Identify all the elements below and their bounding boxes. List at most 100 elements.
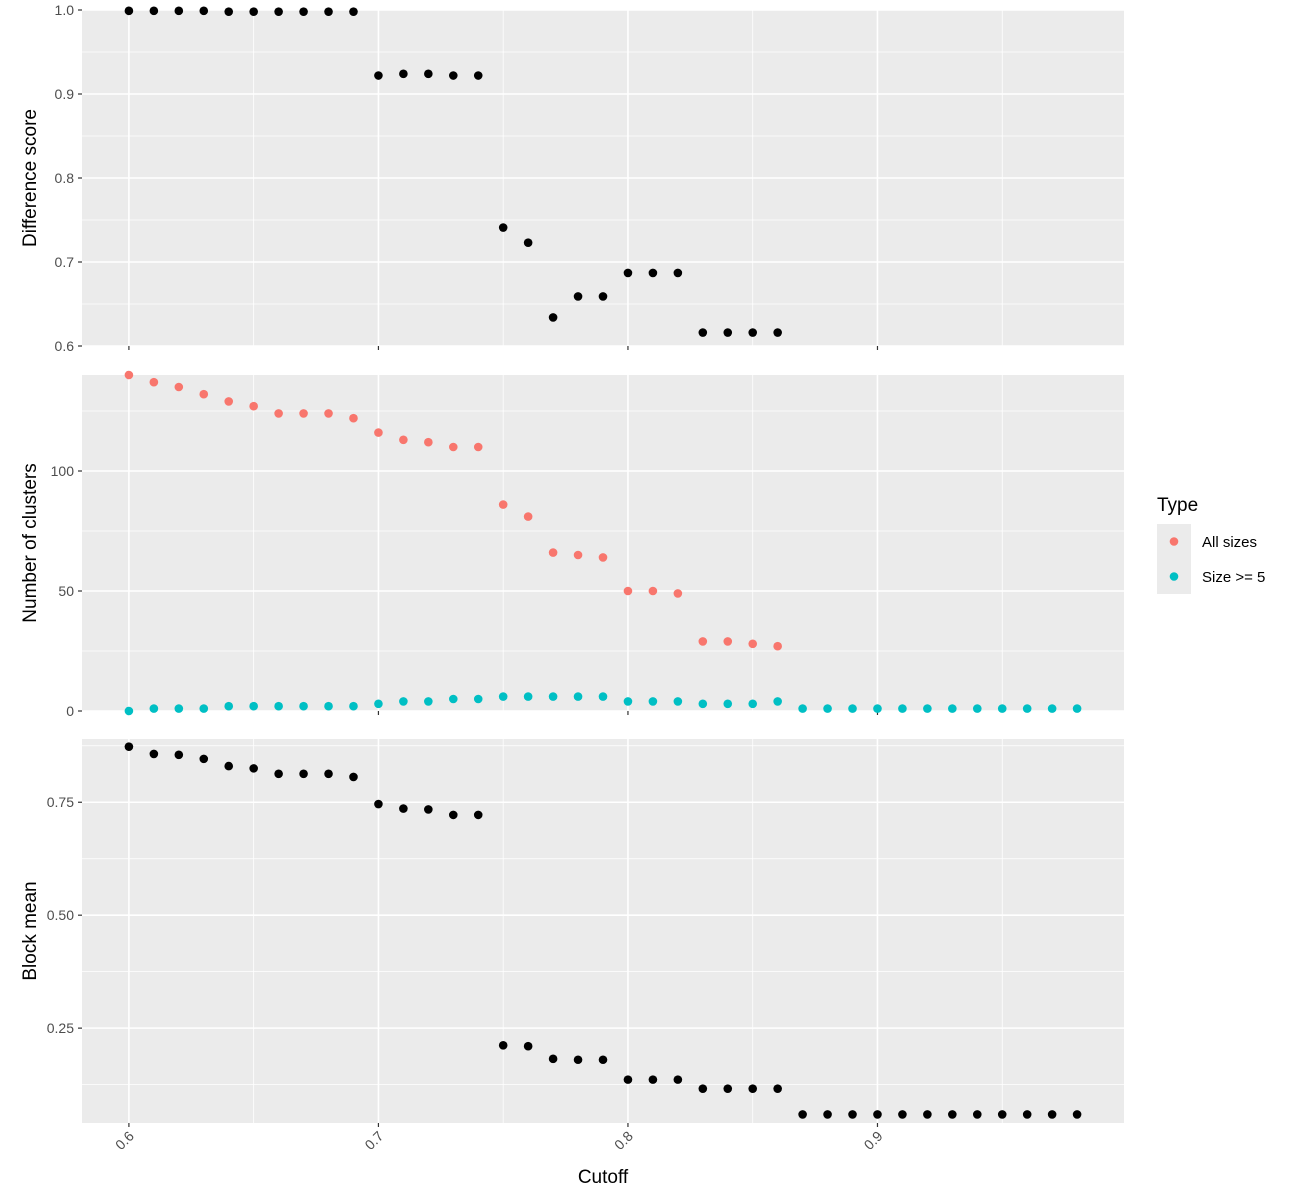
- data-point: [249, 7, 258, 16]
- data-point: [748, 328, 758, 337]
- data-point: [399, 804, 408, 813]
- data-point: [224, 397, 234, 406]
- data-point: [798, 704, 807, 713]
- x-axis-title: Cutoff: [578, 1167, 629, 1188]
- panel-1: 0.6 0.7 0.8 0.9 1.0 Difference score: [20, 2, 1124, 354]
- data-point: [473, 810, 483, 820]
- data-point: [673, 589, 683, 598]
- data-point: [124, 6, 134, 16]
- data-point: [598, 292, 608, 301]
- data-point: [149, 704, 159, 713]
- data-point: [174, 750, 184, 760]
- data-point: [648, 268, 658, 278]
- y-tick-label: 0.50: [47, 907, 74, 923]
- data-point: [349, 772, 358, 782]
- data-point: [673, 697, 683, 706]
- data-point: [948, 1110, 957, 1119]
- data-point: [748, 1084, 758, 1093]
- data-point: [997, 1110, 1007, 1119]
- data-point: [448, 810, 458, 820]
- data-point: [473, 694, 483, 704]
- data-point: [698, 1084, 708, 1093]
- legend-key: [1169, 572, 1179, 581]
- data-point: [548, 1054, 558, 1064]
- data-point: [698, 699, 708, 709]
- data-point: [823, 1110, 832, 1119]
- data-point: [648, 697, 658, 706]
- legend: Type All sizes Size >= 5: [1157, 495, 1265, 594]
- data-point: [548, 548, 558, 557]
- data-point: [723, 637, 733, 646]
- data-point: [748, 699, 758, 709]
- data-point: [149, 749, 159, 759]
- data-point: [399, 69, 408, 79]
- legend-label: All sizes: [1202, 534, 1257, 551]
- data-point: [723, 328, 733, 337]
- data-point: [424, 805, 433, 814]
- data-point: [698, 637, 708, 646]
- x-tick-label: 0.9: [861, 1128, 886, 1153]
- y-tick-label: 1.0: [55, 2, 75, 18]
- data-point: [424, 437, 433, 447]
- data-point: [274, 409, 283, 418]
- data-point: [573, 692, 583, 701]
- x-tick-label: 0.6: [112, 1128, 137, 1153]
- data-point: [723, 699, 733, 709]
- data-point: [374, 699, 383, 709]
- y-tick-label: 0.9: [55, 86, 75, 102]
- data-point: [873, 1110, 882, 1119]
- data-point: [324, 409, 333, 418]
- data-point: [249, 401, 258, 411]
- y-tick-label: 0.6: [55, 338, 75, 354]
- data-point: [773, 697, 782, 706]
- data-point: [448, 71, 458, 80]
- panel-2: 0 50 100 Number of clusters: [20, 370, 1124, 719]
- data-point: [848, 1110, 857, 1119]
- data-point: [848, 704, 857, 713]
- panel-background: [82, 739, 1124, 1123]
- series-1: [124, 742, 1082, 1119]
- data-point: [623, 268, 633, 278]
- data-point: [174, 382, 184, 392]
- data-point: [274, 7, 283, 16]
- series-size-5: [124, 692, 1082, 716]
- y-tick-label: 0: [66, 703, 74, 719]
- data-point: [274, 769, 283, 779]
- data-point: [898, 1110, 907, 1119]
- data-point: [498, 500, 508, 509]
- data-point: [374, 71, 383, 80]
- data-point: [948, 704, 957, 713]
- data-point: [199, 6, 209, 16]
- data-point: [249, 764, 258, 773]
- data-point: [498, 692, 508, 701]
- data-point: [498, 1040, 508, 1050]
- legend-key: [1169, 537, 1179, 546]
- data-point: [349, 413, 358, 423]
- series-1: [124, 6, 782, 337]
- data-point: [124, 742, 134, 751]
- data-point: [174, 704, 184, 713]
- data-point: [224, 701, 234, 711]
- data-point: [923, 1110, 932, 1119]
- data-point: [199, 704, 209, 713]
- panel-3: 0.25 0.50 0.75 Block mean: [20, 739, 1124, 1127]
- data-point: [673, 1075, 683, 1084]
- data-point: [1047, 1110, 1057, 1119]
- legend-label: Size >= 5: [1202, 569, 1265, 586]
- data-point: [972, 1110, 982, 1119]
- data-point: [873, 704, 882, 713]
- data-point: [324, 769, 333, 779]
- data-point: [174, 6, 184, 16]
- data-point: [349, 7, 358, 16]
- data-point: [773, 641, 782, 651]
- data-point: [648, 586, 658, 596]
- data-point: [798, 1110, 807, 1119]
- data-point: [548, 313, 558, 322]
- data-point: [149, 6, 159, 16]
- data-point: [324, 7, 333, 16]
- x-tick-label: 0.8: [611, 1128, 636, 1153]
- data-point: [1022, 1110, 1032, 1119]
- data-point: [299, 769, 308, 779]
- data-point: [349, 701, 358, 711]
- data-point: [124, 706, 134, 716]
